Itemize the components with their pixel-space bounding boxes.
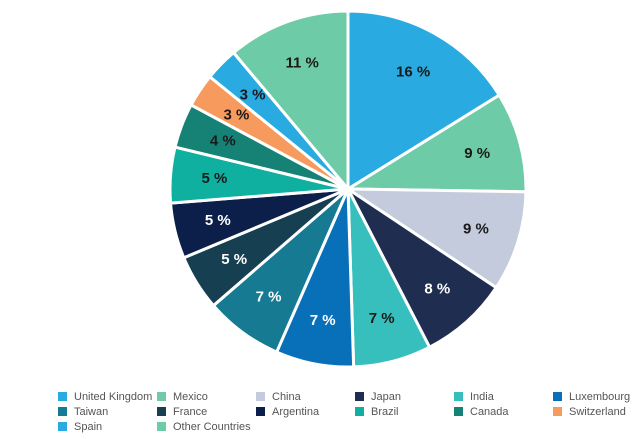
slice-label-switzerland: 3 %	[224, 106, 250, 123]
legend-item-mexico[interactable]: Mexico	[157, 390, 256, 403]
pie-slice-japan[interactable]	[346, 187, 498, 349]
legend-label: Taiwan	[74, 405, 109, 418]
slice-label-china: 9 %	[463, 220, 489, 237]
legend-item-france[interactable]: France	[157, 405, 256, 418]
slice-label-brazil: 5 %	[201, 170, 227, 187]
legend-item-luxembourg[interactable]: Luxembourg	[553, 390, 638, 403]
legend-swatch	[157, 422, 166, 431]
slice-label-france: 5 %	[221, 251, 247, 268]
slice-label-spain: 3 %	[240, 87, 266, 104]
legend-item-india[interactable]: India	[454, 390, 553, 403]
legend-item-japan[interactable]: Japan	[355, 390, 454, 403]
legend-item-argentina[interactable]: Argentina	[256, 405, 355, 418]
slice-label-united-kingdom: 16 %	[396, 63, 430, 80]
legend-item-spain[interactable]: Spain	[58, 420, 157, 433]
legend-item-united-kingdom[interactable]: United Kingdom	[58, 390, 157, 403]
slice-label-other-countries: 11 %	[285, 55, 318, 72]
legend-swatch	[58, 407, 67, 416]
legend-swatch	[157, 407, 166, 416]
legend-label: Spain	[74, 420, 103, 433]
legend-swatch	[553, 407, 562, 416]
pie-chart: 16 % 9 % 9 % 8 % 7 % 7 % 7 % 5 % 5 % 5 % 4 % 3 % 3 %…	[168, 9, 528, 369]
legend-label: Canada	[470, 405, 509, 418]
legend-item-other-countries[interactable]: Other Countries	[157, 420, 256, 433]
legend-label: India	[470, 390, 494, 403]
pie-slice-united-kingdom[interactable]	[346, 9, 501, 191]
slice-label-canada: 4 %	[210, 133, 236, 150]
legend-swatch	[58, 422, 67, 431]
legend-swatch	[454, 407, 463, 416]
legend-item-canada[interactable]: Canada	[454, 405, 553, 418]
legend-swatch	[454, 392, 463, 401]
legend-label: Luxembourg	[569, 390, 631, 403]
legend-label: Switzerland	[569, 405, 626, 418]
legend-label: France	[173, 405, 208, 418]
legend-item-brazil[interactable]: Brazil	[355, 405, 454, 418]
legend-swatch	[355, 407, 364, 416]
legend-label: Brazil	[371, 405, 399, 418]
legend-swatch	[355, 392, 364, 401]
legend-label: Argentina	[272, 405, 320, 418]
pie-slice-labels: 16 % 9 % 9 % 8 % 7 % 7 % 7 % 5 % 5 % 5 % 4 % 3 % 3 %…	[201, 55, 490, 329]
legend-label: Mexico	[173, 390, 208, 403]
slice-label-japan: 8 %	[424, 280, 450, 297]
pie-slice-other-countries[interactable]	[232, 9, 350, 191]
legend-label: Other Countries	[173, 420, 251, 433]
slice-label-india: 7 %	[369, 310, 395, 327]
legend-swatch	[58, 392, 67, 401]
legend-item-taiwan[interactable]: Taiwan	[58, 405, 157, 418]
slice-label-taiwan: 7 %	[256, 288, 282, 305]
pie-slices	[168, 9, 528, 369]
legend-label: China	[272, 390, 301, 403]
legend-swatch	[157, 392, 166, 401]
chart-legend: United Kingdom Mexico China Japan India Luxem…	[58, 390, 638, 433]
legend-label: Japan	[371, 390, 401, 403]
slice-label-argentina: 5 %	[205, 212, 231, 229]
legend-item-china[interactable]: China	[256, 390, 355, 403]
pie-slice-china[interactable]	[346, 187, 528, 290]
legend-swatch	[256, 407, 265, 416]
slice-label-mexico: 9 %	[464, 145, 490, 162]
legend-swatch	[553, 392, 562, 401]
slice-label-luxembourg: 7 %	[310, 312, 336, 329]
legend-swatch	[256, 392, 265, 401]
legend-item-switzerland[interactable]: Switzerland	[553, 405, 638, 418]
pie-slice-mexico[interactable]	[346, 93, 528, 194]
legend-label: United Kingdom	[74, 390, 153, 403]
